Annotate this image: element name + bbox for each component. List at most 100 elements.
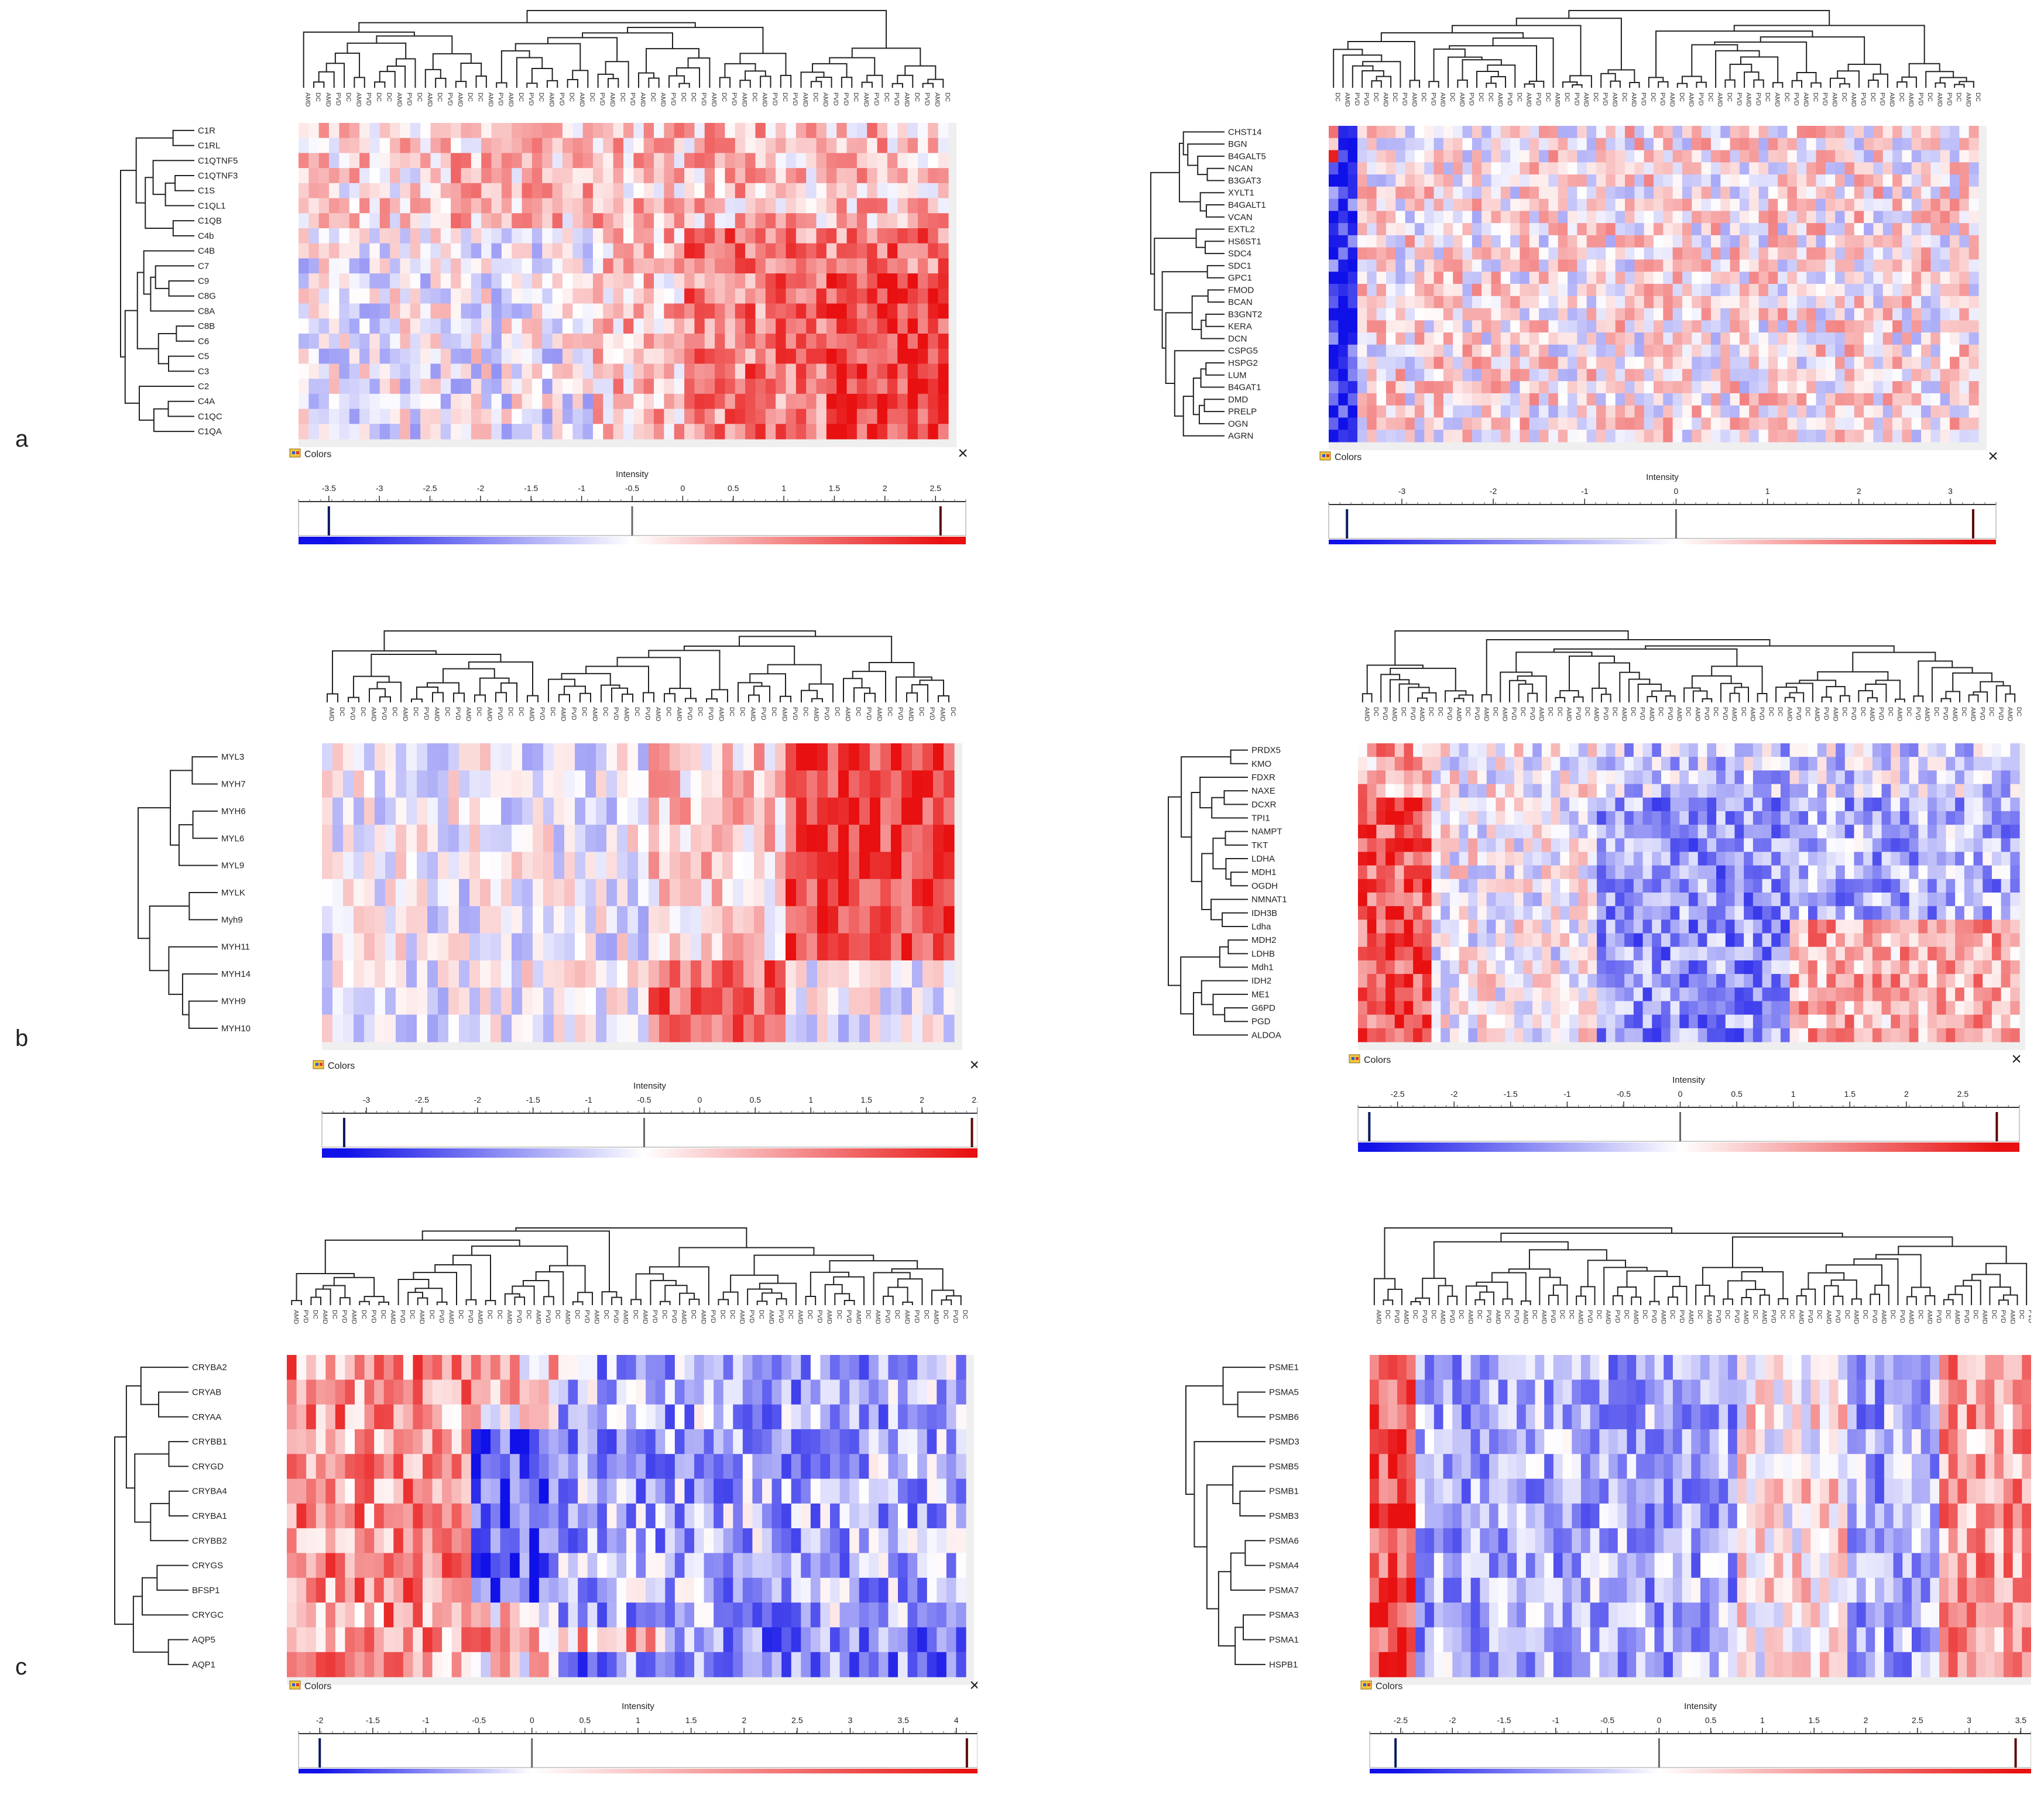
heatmap-cell bbox=[1844, 308, 1855, 321]
heatmap-cell bbox=[1644, 247, 1654, 260]
heatmap-cell bbox=[1558, 150, 1568, 163]
heatmap-cell bbox=[694, 123, 705, 139]
heatmap-cell bbox=[1596, 150, 1606, 163]
heatmap-cell bbox=[1586, 320, 1597, 333]
column-dendrogram-branch bbox=[1760, 36, 1865, 64]
heatmap-cell bbox=[856, 303, 867, 319]
close-button[interactable]: × bbox=[1988, 447, 1998, 466]
heatmap-cell bbox=[299, 318, 309, 334]
heatmap-cell bbox=[1787, 150, 1798, 163]
heatmap-cell bbox=[638, 770, 649, 798]
heatmap-cell bbox=[1796, 369, 1807, 382]
heatmap-cell bbox=[1796, 284, 1807, 297]
heatmap-cell bbox=[1385, 405, 1396, 418]
heatmap-cell bbox=[745, 123, 756, 139]
heatmap-cell bbox=[1940, 138, 1950, 151]
sample-label: DC bbox=[1547, 707, 1554, 716]
axis-tick-label: -3.5 bbox=[322, 483, 336, 493]
sample-label: DC bbox=[739, 707, 746, 716]
heatmap-cell bbox=[1405, 162, 1415, 175]
heatmap-cell bbox=[795, 243, 807, 259]
heatmap-cell bbox=[623, 213, 634, 229]
heatmap-cell bbox=[1394, 757, 1405, 771]
heatmap-cell bbox=[1983, 743, 1992, 757]
heatmap-cell bbox=[1921, 344, 1931, 358]
heatmap-cell bbox=[1548, 381, 1559, 394]
heatmap-cell bbox=[880, 987, 891, 1015]
heatmap-cell bbox=[1796, 344, 1807, 358]
axis-tick-label: -2 bbox=[1490, 486, 1497, 496]
sample-label: DC bbox=[1621, 92, 1628, 102]
heatmap-cell bbox=[1577, 211, 1587, 224]
heatmap-cell bbox=[1835, 369, 1846, 382]
heatmap-cell bbox=[1558, 405, 1568, 418]
heatmap-cell bbox=[1682, 356, 1692, 369]
close-button[interactable]: × bbox=[969, 1055, 980, 1075]
heatmap-cell bbox=[1789, 743, 1799, 757]
heatmap-cell bbox=[836, 258, 848, 274]
heatmap-cell bbox=[1395, 162, 1406, 175]
heatmap-cell bbox=[1472, 126, 1482, 139]
heatmap-cell bbox=[1577, 393, 1587, 406]
heatmap-cell bbox=[480, 1014, 491, 1042]
heatmap-cell bbox=[1472, 272, 1482, 284]
heatmap-cell bbox=[1329, 138, 1339, 151]
heatmap-cell bbox=[643, 198, 654, 214]
heatmap-cell bbox=[891, 825, 902, 853]
sample-label: PVD bbox=[1697, 92, 1704, 106]
axis-tick-label: -1.5 bbox=[526, 1095, 540, 1104]
heatmap-cell bbox=[1701, 430, 1712, 442]
heatmap-cell bbox=[836, 409, 848, 424]
heatmap-cell bbox=[764, 852, 776, 880]
heatmap-cell bbox=[1753, 757, 1763, 771]
heatmap-cell bbox=[339, 153, 350, 169]
heatmap-cell bbox=[1692, 296, 1702, 309]
sample-label: DC bbox=[1428, 707, 1435, 716]
heatmap-cell bbox=[364, 1014, 375, 1042]
heatmap-cell bbox=[501, 393, 512, 410]
sample-label: DC bbox=[1520, 707, 1527, 716]
heatmap-cell bbox=[1881, 770, 1891, 785]
heatmap-cell bbox=[907, 258, 918, 274]
heatmap-cell bbox=[2010, 757, 2020, 771]
sample-label: AMD bbox=[1745, 92, 1752, 107]
heatmap-cell bbox=[1692, 405, 1702, 418]
heatmap-cell bbox=[1539, 405, 1549, 418]
heatmap-cell bbox=[406, 933, 417, 961]
sample-label: AMD bbox=[1458, 92, 1465, 107]
heatmap-cell bbox=[735, 348, 746, 365]
heatmap-cell bbox=[390, 318, 401, 334]
heatmap-cell bbox=[406, 960, 417, 988]
heatmap-cell bbox=[856, 183, 867, 199]
heatmap-cell bbox=[776, 393, 787, 410]
heatmap-cell bbox=[1405, 174, 1415, 187]
heatmap-cell bbox=[1672, 174, 1683, 187]
heatmap-cell bbox=[512, 797, 523, 825]
sample-label: DC bbox=[436, 92, 443, 102]
heatmap-cell bbox=[775, 797, 786, 825]
heatmap-cell bbox=[562, 303, 573, 319]
heatmap-cell bbox=[1634, 198, 1645, 211]
heatmap-cell bbox=[1959, 174, 1970, 187]
heatmap-cell bbox=[933, 1014, 944, 1042]
heatmap-cell bbox=[480, 852, 491, 880]
heatmap-cell bbox=[1663, 223, 1673, 236]
column-dendrogram-branch bbox=[1829, 77, 1846, 88]
heatmap-cell bbox=[1816, 405, 1826, 418]
heatmap-cell bbox=[1730, 198, 1740, 211]
heatmap-cell bbox=[1806, 235, 1817, 248]
heatmap-cell bbox=[826, 409, 837, 424]
close-button[interactable]: × bbox=[958, 444, 968, 463]
heatmap-cell bbox=[438, 770, 449, 798]
heatmap-cell bbox=[1606, 162, 1616, 175]
heatmap-cell bbox=[1873, 369, 1884, 382]
heatmap-cell bbox=[691, 852, 702, 880]
heatmap-cell bbox=[1472, 211, 1482, 224]
heatmap-cell bbox=[375, 825, 386, 853]
heatmap-cell bbox=[299, 168, 309, 184]
heatmap-cell bbox=[1558, 162, 1568, 175]
heatmap-cell bbox=[448, 933, 459, 961]
heatmap-cell bbox=[1739, 308, 1750, 321]
heatmap-cell bbox=[1835, 417, 1846, 430]
heatmap-cell bbox=[1682, 332, 1692, 345]
